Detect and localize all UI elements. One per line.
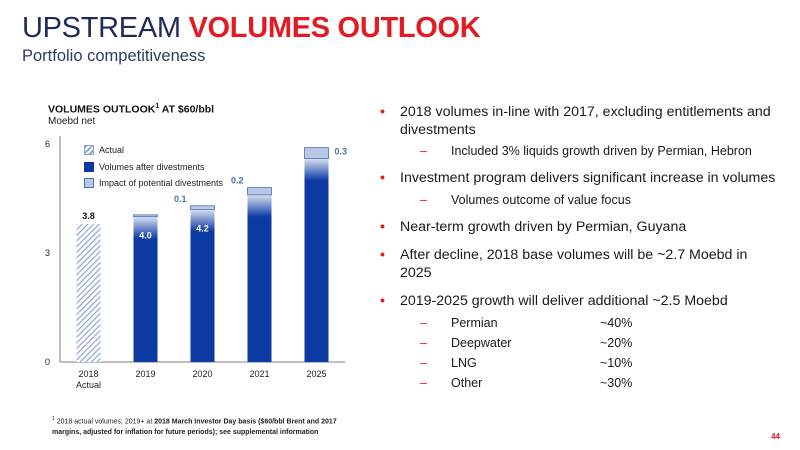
sub-bullet-item: – Volumes outcome of value focus (400, 192, 780, 208)
page-title-part1: UPSTREAM (22, 12, 189, 44)
x-tick-label: Actual (76, 380, 101, 390)
legend-swatch-volumes (84, 161, 94, 172)
page-title-part2: VOLUMES OUTLOOK (188, 12, 481, 44)
sub-bullet-text: Included 3% liquids growth driven by Per… (451, 144, 752, 158)
bullet-text: 2018 volumes in-line with 2017, excludin… (400, 104, 771, 138)
chart-title: VOLUMES OUTLOOK1 AT $60/bbl (48, 103, 214, 116)
data-label: 4.0 (139, 231, 152, 241)
data-label: 0.3 (335, 147, 348, 157)
sub-bullet-item: – Permian ~40% (400, 315, 780, 331)
sub-bullet-text: Other (451, 375, 483, 390)
sub-bullet-percent: ~10% (600, 355, 633, 370)
chart-unit-label: Moebd net (48, 116, 96, 127)
y-tick-label: 0 (45, 357, 50, 367)
bullet-item: • After decline, 2018 base volumes will b… (380, 247, 780, 282)
data-label: 0.1 (174, 194, 187, 204)
bar-volumes-after-divestments (304, 158, 329, 362)
footnote-text-a: 2018 actual volumes; 2019+ at (54, 418, 155, 426)
sub-bullet-text: Volumes outcome of value focus (451, 192, 631, 207)
y-tick-label: 6 (45, 139, 50, 149)
bar-volumes-after-divestments (247, 194, 272, 362)
sub-bullet-dash: – (420, 375, 427, 390)
bullet-list: • 2018 volumes in-line with 2017, excludi… (380, 104, 780, 402)
bullet-text: Investment program delivers significant … (400, 170, 776, 186)
volumes-chart: 0363.82018Actual4.020194.20.120200.22021… (45, 136, 348, 390)
sub-bullet-item: – Deepwater ~20% (400, 335, 780, 351)
data-label: 0.2 (231, 176, 244, 186)
page-number: 44 (771, 432, 780, 441)
sub-bullet-dash: – (420, 144, 427, 158)
bar-impact-of-divestments (190, 205, 215, 210)
chart-title-text: VOLUMES OUTLOOK (48, 103, 156, 116)
legend-label-impact: Impact of potential divestments (99, 178, 224, 188)
bar-actual (76, 223, 101, 362)
x-tick-label: 2020 (192, 369, 212, 379)
bullet-item: • 2019-2025 growth will deliver additiona… (380, 293, 780, 391)
bar-fade-overlay (190, 209, 215, 232)
bar-fade-overlay (247, 194, 272, 217)
x-tick-label: 2021 (249, 369, 269, 379)
footnote-text-b: 2018 March Investor Day basis ($60/bbl B… (52, 418, 337, 437)
y-tick-label: 3 (45, 248, 50, 258)
chart-legend: Actual Volumes after divestments Impact … (84, 143, 223, 193)
x-tick-label: 2019 (135, 369, 155, 379)
bullet-text: Near-term growth driven by Permian, Guya… (400, 218, 687, 235)
legend-swatch-impact (84, 178, 94, 188)
legend-item-impact: Impact of potential divestments (84, 176, 223, 190)
bar-fade-overlay (304, 158, 329, 181)
bar-fade-overlay (133, 216, 158, 239)
bullet-item: • Investment program delivers significant… (380, 170, 780, 208)
sub-bullet-item: – Included 3% liquids growth driven by Pe… (400, 143, 780, 159)
sub-bullet-text: LNG (451, 355, 477, 370)
sub-bullet-percent: ~20% (600, 335, 633, 350)
data-label: 3.8 (82, 211, 95, 221)
bar-volumes-after-divestments (190, 209, 215, 362)
sub-bullet-dash: – (420, 335, 427, 350)
sub-bullet-dash: – (420, 192, 427, 207)
bullet-dot: • (380, 218, 385, 235)
bullet-dot: • (380, 247, 385, 263)
bullet-item: • 2018 volumes in-line with 2017, excludi… (380, 104, 780, 159)
bar-impact-of-divestments (304, 147, 329, 159)
sub-bullet-item: – Other ~30% (400, 375, 780, 391)
bullet-text: 2019-2025 growth will deliver additional… (400, 293, 728, 309)
sub-bullet-text: Deepwater (451, 335, 512, 350)
legend-label-actual: Actual (99, 145, 125, 155)
footnote-mark: 1 (52, 416, 55, 422)
data-label: 4.2 (196, 223, 209, 233)
sub-bullet-item: – LNG ~10% (400, 355, 780, 371)
sub-bullet-dash: – (420, 355, 427, 370)
sub-bullet-percent: ~40% (600, 315, 633, 330)
sub-bullet-dash: – (420, 315, 427, 330)
legend-label-volumes: Volumes after divestments (99, 161, 205, 172)
legend-item-volumes: Volumes after divestments (84, 160, 223, 174)
bullet-item: • Near-term growth driven by Permian, Guy… (380, 219, 780, 237)
page-title: UPSTREAM VOLUMES OUTLOOK (22, 12, 481, 45)
legend-item-actual: Actual (84, 143, 223, 157)
footnote: 1 2018 actual volumes; 2019+ at 2018 Mar… (52, 414, 342, 438)
bar-impact-of-divestments (247, 187, 272, 196)
bullet-text: After decline, 2018 base volumes will be… (400, 247, 748, 281)
bar-volumes-after-divestments (133, 216, 158, 362)
bullet-dot: • (380, 293, 385, 309)
chart-title-suffix: AT $60/bbl (159, 103, 215, 116)
x-tick-label: 2025 (306, 369, 326, 379)
bullet-dot: • (380, 170, 385, 186)
x-tick-label: 2018 (78, 369, 98, 379)
chart-title-footnote-mark: 1 (155, 103, 160, 110)
page-subtitle: Portfolio competitiveness (22, 47, 206, 65)
legend-swatch-actual (84, 145, 94, 155)
bar-impact-of-divestments (133, 214, 158, 218)
sub-bullet-percent: ~30% (600, 375, 633, 390)
sub-bullet-text: Permian (451, 315, 498, 330)
bullet-dot: • (380, 104, 385, 120)
